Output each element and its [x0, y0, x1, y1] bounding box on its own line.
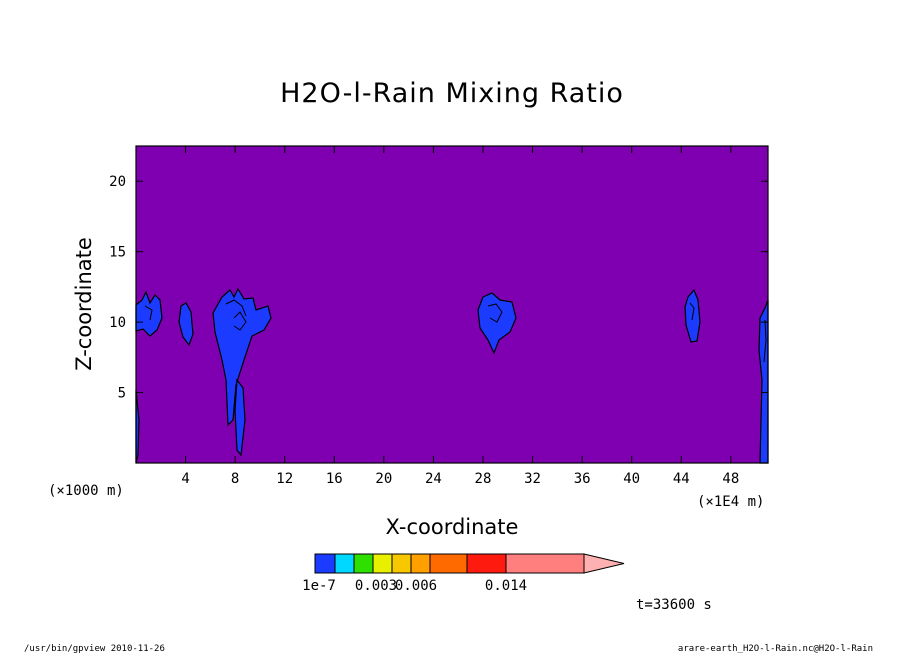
cloud-3b — [234, 378, 246, 457]
x-tick-label: 36 — [574, 471, 591, 487]
y-tick-label: 5 — [118, 386, 126, 402]
x-tick-label: 48 — [722, 471, 739, 487]
cloud-3 — [212, 287, 272, 427]
y-tick-label: 10 — [109, 315, 126, 331]
cloud-2 — [178, 302, 194, 347]
colorbar-label: 0.003 — [355, 578, 397, 594]
footer-right: arare-earth_H2O-l-Rain.nc@H2O-l-Rain — [678, 644, 873, 654]
colorbar-label: 0.006 — [395, 578, 437, 594]
x-unit-right: (×1E4 m) — [697, 494, 764, 510]
x-tick-label: 12 — [276, 471, 293, 487]
colorbar-segment — [334, 553, 355, 574]
y-tick-label: 20 — [109, 174, 126, 190]
x-tick-label: 24 — [425, 471, 442, 487]
colorbar-segment — [372, 553, 393, 574]
colorbar-segment — [429, 553, 468, 574]
chart-title: H2O-l-Rain Mixing Ratio — [280, 78, 624, 109]
x-unit-left: (×1000 m) — [48, 483, 124, 499]
x-tick-label: 20 — [375, 471, 392, 487]
x-tick-label: 16 — [326, 471, 343, 487]
plot-frame — [135, 145, 769, 464]
x-axis-title: X-coordinate — [386, 515, 519, 539]
y-tick-label: 15 — [109, 245, 126, 261]
x-ticks: 4 8 12 16 20 24 28 32 36 40 44 48 — [181, 146, 739, 487]
cloud-4 — [477, 292, 517, 355]
colorbar-label: 0.014 — [485, 578, 527, 594]
cloud-regions — [135, 287, 769, 464]
cloud-1 — [135, 290, 163, 337]
x-tick-label: 40 — [623, 471, 640, 487]
y-axis-title: Z-coordinate — [72, 237, 96, 371]
colorbar-arrow — [583, 553, 625, 574]
colorbar-segment — [314, 553, 336, 574]
x-tick-label: 4 — [181, 471, 189, 487]
colorbar-segment — [505, 553, 585, 574]
time-label: t=33600 s — [636, 597, 712, 613]
colorbar-segment — [410, 553, 431, 574]
x-tick-label: 8 — [231, 471, 239, 487]
colorbar-label: 1e-7 — [302, 578, 336, 594]
colorbar-segment — [391, 553, 412, 574]
y-ticks: 5 10 15 20 — [109, 174, 768, 402]
contour-details — [144, 299, 767, 363]
colorbar — [314, 553, 625, 574]
x-tick-label: 28 — [475, 471, 492, 487]
colorbar-segment — [466, 553, 507, 574]
x-tick-label: 32 — [524, 471, 541, 487]
footer-left: /usr/bin/gpview 2010-11-26 — [24, 644, 165, 654]
x-tick-label: 44 — [673, 471, 690, 487]
colorbar-segment — [353, 553, 374, 574]
